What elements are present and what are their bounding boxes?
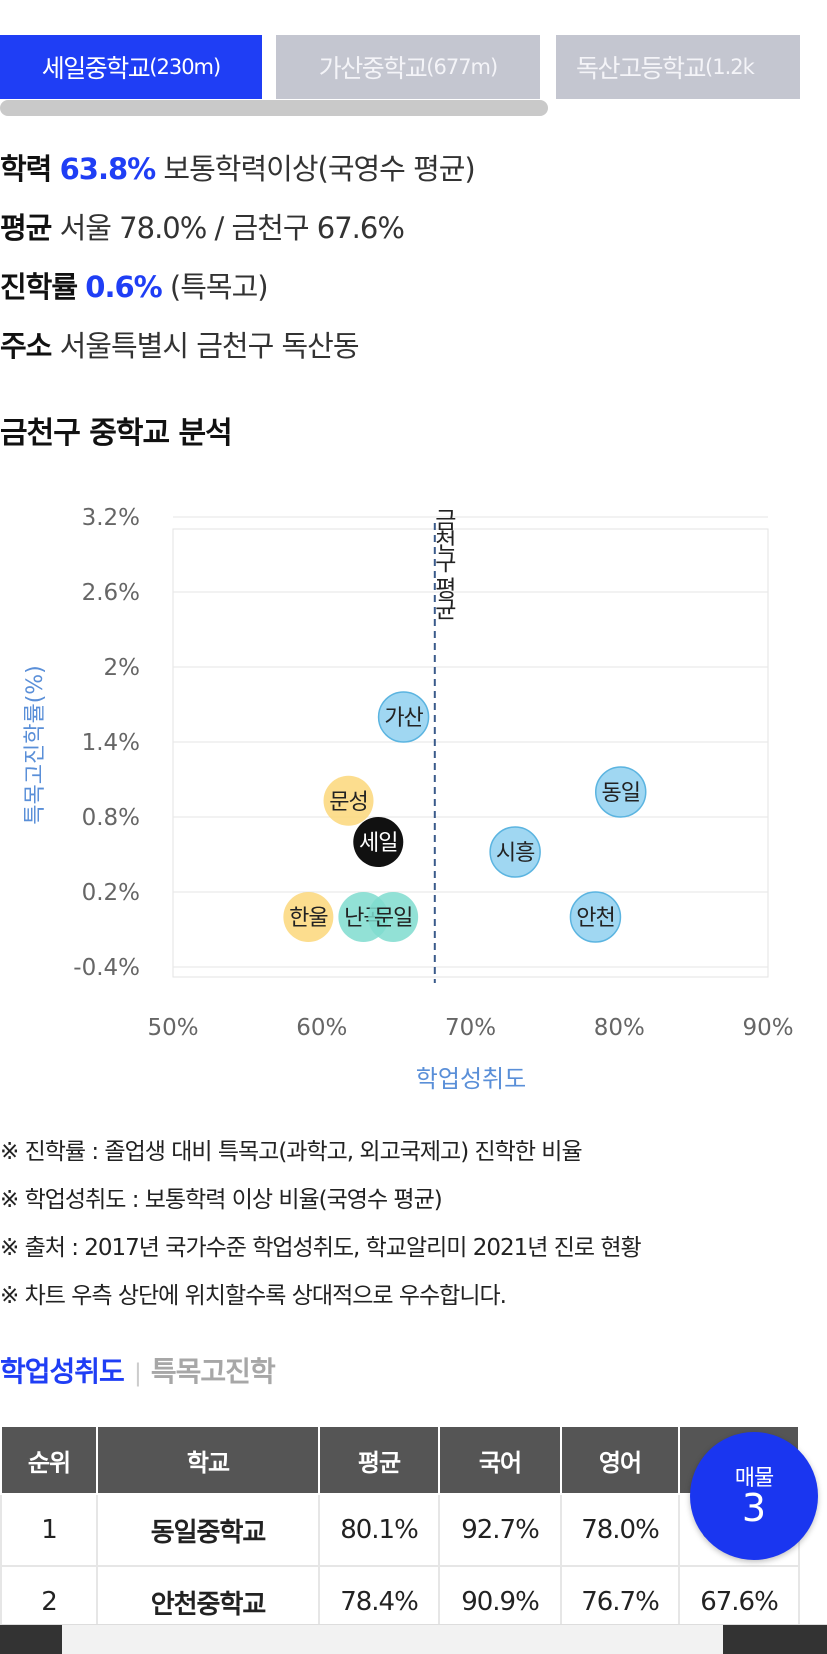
cell-rank: 1 [0,1493,98,1567]
data-point-label: 문성 [329,790,367,815]
tab-school-2-dist: (1.2k [705,55,755,79]
data-point [283,892,334,942]
address-line: 주소 서울특별시 금천구 독산동 [0,323,360,365]
achievement-label: 학력 [0,152,52,186]
x-tick-label: 60% [296,1015,347,1041]
advancement-desc: (특목고) [169,270,269,304]
data-point-label: 안천 [576,906,614,931]
reference-line-label: 금천구 평균 [430,508,456,620]
tab-school-0-dist: (230m) [149,55,221,79]
advancement-value: 0.6% [85,270,162,304]
tab-school-0-name: 세일중학교 [41,54,151,83]
y-tick-label: -0.4% [73,955,140,981]
note-3: ※ 출처 : 2017년 국가수준 학업성취도, 학교알리미 2021년 진로 … [0,1235,642,1261]
tab-special-high[interactable]: 특목고진학 [150,1355,276,1388]
data-point-label: 가산 [384,706,423,731]
y-tick-label: 0.2% [82,880,140,906]
x-tick-label: 90% [742,1015,793,1041]
tab-divider: | [133,1359,142,1387]
scatter-chart: 3.2% 2.6% 2% 1.4% 0.8% 0.2% -0.4% 50% 60% 70% 80% 9… [23,505,794,1093]
listings-badge-button[interactable]: 매물 3 [690,1432,818,1560]
x-tick-label: 70% [445,1015,496,1041]
y-tick-label: 2.6% [82,580,140,606]
data-point [594,766,647,818]
tabs-scrollbar[interactable] [0,100,548,116]
data-point [368,892,419,942]
address-text: 서울특별시 금천구 독산동 [59,329,360,363]
y-tick-label: 2% [104,655,141,681]
data-point-label: 동일 [601,781,639,806]
section-title: 금천구 중학교 분석 [0,416,233,451]
tab-school-1-name: 가산중학교 [318,54,428,83]
col-school: 학교 [96,1425,320,1495]
achievement-line: 학력 63.8% 보통학력이상(국영수 평균) [0,146,476,188]
plot-area [172,528,769,978]
tab-school-2-name: 독산고등학교 [576,54,707,83]
cell-english: 78.0% [560,1493,680,1567]
average-text: 서울 78.0% / 금천구 67.6% [59,211,405,245]
address-label: 주소 [0,329,52,363]
col-rank: 순위 [0,1425,98,1495]
tab-school-0[interactable]: 세일중학교 (230m) [0,35,262,99]
bottom-bar-left-button[interactable] [0,1625,62,1654]
data-point [377,691,430,743]
y-tick-label: 1.4% [82,730,140,756]
cell-average: 80.1% [318,1493,440,1567]
col-english: 영어 [560,1425,680,1495]
data-point-label: 한울 [289,906,328,931]
col-average: 평균 [318,1425,440,1495]
cell-korean: 92.7% [438,1493,562,1567]
achievement-desc: 보통학력이상(국영수 평균) [163,152,475,186]
note-2: ※ 학업성취도 : 보통학력 이상 비율(국영수 평균) [0,1187,443,1213]
x-tick-label: 80% [594,1015,645,1041]
data-point-label: 세일 [359,831,397,856]
data-point-label: 시흥 [496,841,535,866]
data-point [569,891,622,943]
y-tick-label: 3.2% [82,505,140,531]
advancement-label: 진학률 [0,270,78,304]
average-line: 평균 서울 78.0% / 금천구 67.6% [0,205,405,247]
data-point-label: 문일 [374,906,412,931]
average-label: 평균 [0,211,52,245]
tab-school-2[interactable]: 독산고등학교 (1.2k [556,35,800,99]
data-point [353,817,404,867]
tab-achievement[interactable]: 학업성취도 [0,1355,125,1388]
y-axis-label: 특목고진학률(%) [23,665,48,825]
y-tick-label: 0.8% [82,805,140,831]
bottom-bar [0,1624,827,1654]
table-row[interactable]: 1 동일중학교 80.1% 92.7% 78.0% 69.7% [0,1493,800,1567]
x-axis-label: 학업성취도 [416,1065,526,1093]
note-4: ※ 차트 우측 상단에 위치할수록 상대적으로 우수합니다. [0,1283,507,1309]
data-point [489,826,541,878]
table-header-row: 순위 학교 평균 국어 영어 수학 [0,1425,800,1495]
school-tabs: 세일중학교 (230m) 가산중학교 (677m) 독산고등학교 (1.2k [0,35,827,99]
bottom-bar-right-button[interactable] [723,1625,827,1654]
tab-school-1[interactable]: 가산중학교 (677m) [276,35,540,99]
cell-school: 동일중학교 [96,1493,320,1567]
note-1: ※ 진학률 : 졸업생 대비 특목고(과학고, 외고국제고) 진학한 비율 [0,1139,583,1165]
advancement-line: 진학률 0.6% (특목고) [0,264,269,306]
data-point [323,775,374,826]
achievement-value: 63.8% [59,152,157,186]
x-tick-label: 50% [147,1015,198,1041]
col-korean: 국어 [438,1425,562,1495]
listings-badge-label: 매물 [734,1466,774,1491]
listings-badge-count: 3 [741,1486,767,1530]
ranking-tabs: 학업성취도 | 특목고진학 [0,1350,276,1390]
tab-school-1-dist: (677m) [426,55,498,79]
ranking-table: 순위 학교 평균 국어 영어 수학 1 동일중학교 80.1% 92.7% 78… [0,1425,800,1639]
